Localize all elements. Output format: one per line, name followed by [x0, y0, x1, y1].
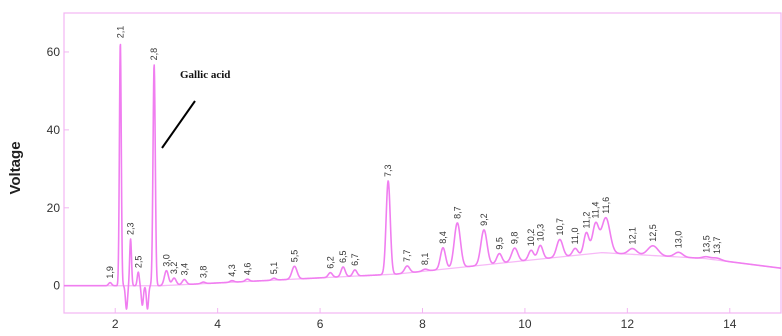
peak-label: 9,8	[510, 232, 520, 245]
peak-label: 9,5	[494, 237, 504, 250]
peak-label: 2,5	[133, 256, 143, 269]
peak-label: 13,0	[674, 231, 684, 249]
peak-label: 11,6	[601, 197, 611, 214]
annotation-label: Gallic acid	[180, 69, 230, 81]
peak-label: 2,8	[149, 48, 159, 61]
peak-label: 6,2	[325, 256, 335, 269]
peak-label: 3,4	[179, 263, 189, 276]
x-tick-label: 10	[518, 317, 532, 331]
chromatogram-line	[63, 43, 782, 310]
peak-label: 8,1	[420, 253, 430, 266]
peak-label: 3,0	[161, 254, 171, 267]
x-tick-label: 8	[419, 317, 426, 331]
peak-label: 10,7	[555, 218, 565, 236]
peak-label: 13,5	[702, 235, 712, 253]
y-tick-label: 20	[47, 201, 61, 215]
peak-label: 6,7	[350, 253, 360, 266]
peak-label: 11,0	[570, 228, 580, 245]
y-tick-label: 60	[47, 45, 61, 59]
x-tick-label: 6	[317, 317, 324, 331]
peak-label: 11,2	[581, 212, 591, 229]
x-tick-label: 12	[621, 317, 635, 331]
peak-labels-layer: 1,9 2,1 2,3 2,5 2,8 3,03,2 3,4 3,8 4,3 4,6 5,1 5,5 6…	[105, 26, 722, 279]
peak-label: 12,1	[628, 227, 638, 245]
annotation-pointer-line	[161, 100, 196, 149]
peak-label: 13,7	[712, 236, 722, 254]
peak-label: 7,7	[402, 249, 412, 262]
peak-label: 8,7	[452, 206, 462, 219]
baseline-line	[64, 251, 782, 287]
peak-label: 7,3	[383, 164, 393, 177]
peak-label: 8,4	[438, 231, 448, 244]
peak-label: 10,2	[526, 229, 536, 247]
peak-label: 9,2	[479, 213, 489, 226]
peak-label: 6,5	[338, 250, 348, 263]
peak-label: 10,3	[535, 224, 545, 242]
peak-label: 5,5	[290, 250, 300, 263]
peak-label: 5,1	[269, 262, 279, 275]
x-tick-label: 14	[723, 317, 737, 331]
peak-label: 3,8	[198, 266, 208, 279]
peak-label: 4,3	[227, 264, 237, 277]
peak-label: 1,9	[105, 266, 115, 279]
x-tick-label: 2	[112, 317, 119, 331]
ticks-layer: 2 4 6 8 10 12 14 0 20 40 60	[47, 45, 737, 331]
peak-label: 3,2	[169, 262, 179, 275]
y-axis-title: Voltage	[7, 141, 24, 194]
peak-label: 12,5	[648, 224, 658, 242]
x-tick-label: 4	[214, 317, 221, 331]
peak-label: 2,3	[126, 222, 136, 235]
peak-label: 4,6	[242, 263, 252, 276]
y-tick-label: 40	[47, 123, 61, 137]
y-tick-label: 0	[53, 279, 60, 293]
peak-label: 2,1	[115, 26, 125, 39]
peak-label: 11,4	[591, 202, 601, 219]
